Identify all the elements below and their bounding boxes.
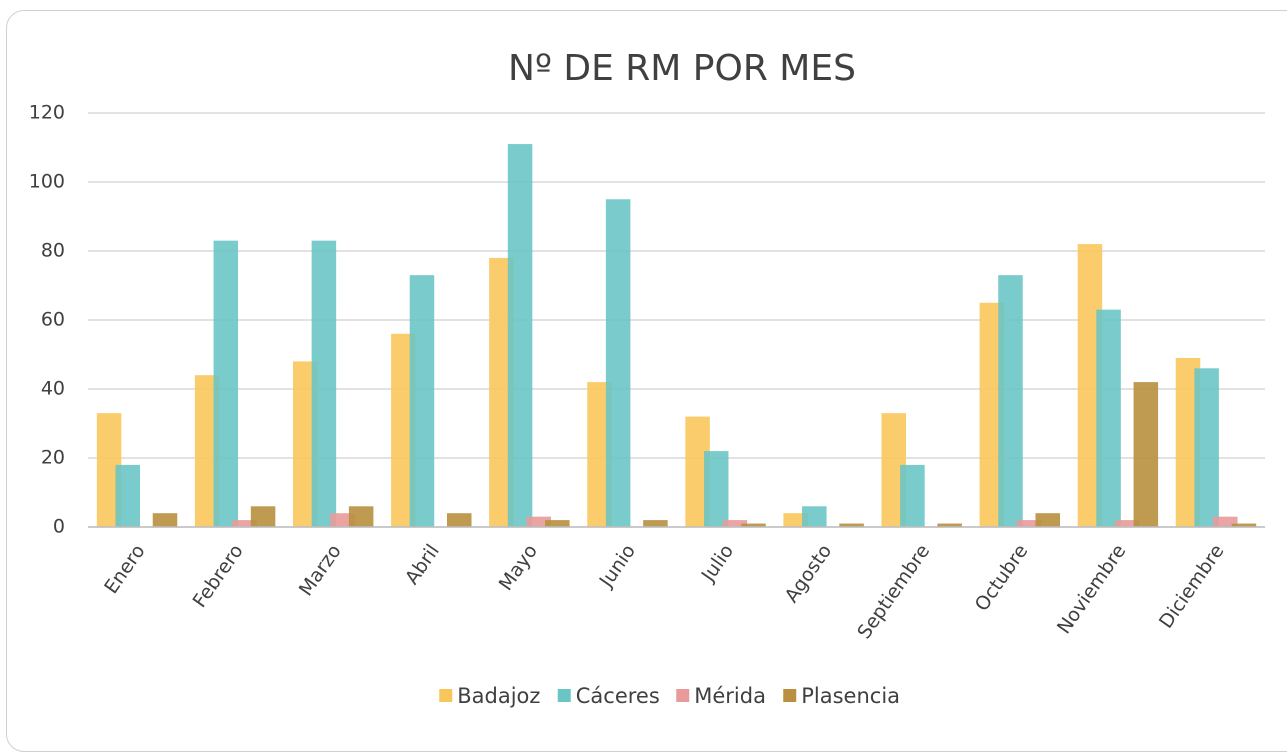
- bar: [526, 516, 551, 527]
- x-tick-label: Diciembre: [1155, 540, 1229, 632]
- legend-swatch: [557, 689, 571, 702]
- x-tick-label: Octubre: [971, 540, 1033, 615]
- x-tick-label: Julio: [697, 540, 738, 586]
- bar: [839, 523, 864, 527]
- bar: [446, 513, 472, 527]
- bar: [1114, 520, 1140, 527]
- x-tick-label: Mayo: [495, 540, 542, 594]
- bar: [900, 464, 925, 527]
- bar: [330, 513, 355, 527]
- bar: [115, 464, 140, 527]
- bar: [741, 523, 766, 527]
- bar: [783, 513, 808, 527]
- bar: [545, 520, 570, 527]
- legend-label: Badajoz: [457, 684, 540, 708]
- bar: [1213, 516, 1238, 527]
- y-tick-label: 20: [41, 447, 65, 469]
- x-tick-label: Agosto: [781, 540, 837, 606]
- y-tick-label: 100: [29, 171, 65, 193]
- legend-swatch: [676, 689, 690, 702]
- legend-label: Cáceres: [576, 684, 660, 708]
- bar: [1133, 382, 1159, 527]
- x-tick-label: Noviembre: [1053, 540, 1131, 638]
- bar: [1231, 523, 1257, 527]
- bar: [250, 506, 276, 527]
- bar: [1194, 368, 1219, 527]
- bar: [232, 520, 257, 527]
- x-tick-label: Septiembre: [853, 540, 934, 643]
- bar: [409, 275, 435, 527]
- chart: Nº DE RM POR MES 0 20 40 60 80 100 120 Enero Feb…: [29, 48, 1265, 708]
- x-tick-label: Enero: [100, 540, 149, 597]
- bar: [311, 240, 337, 527]
- y-tick-label: 120: [29, 102, 65, 124]
- y-tick-label: 60: [41, 309, 65, 331]
- bar: [998, 275, 1023, 527]
- bar: [802, 506, 827, 527]
- bar: [1035, 513, 1061, 527]
- y-tick-label: 80: [41, 240, 65, 262]
- bar: [703, 451, 729, 527]
- bar: [348, 506, 374, 527]
- y-tick-label: 40: [41, 378, 65, 400]
- x-tick-label: Junio: [595, 540, 640, 592]
- bar: [1016, 520, 1042, 527]
- bar: [643, 520, 668, 527]
- bar: [1096, 309, 1121, 527]
- x-tick-label: Abril: [401, 540, 444, 588]
- legend-label: Plasencia: [801, 684, 900, 708]
- y-tick-label: 0: [53, 516, 65, 538]
- page: {"chart_data": {"type": "bar", "title": …: [6, 10, 1287, 752]
- bar: [722, 520, 748, 527]
- legend-swatch: [783, 689, 797, 702]
- bar: [605, 199, 631, 527]
- legend-swatch: [439, 689, 453, 702]
- legend-label: Mérida: [694, 684, 766, 708]
- x-tick-label: Marzo: [295, 540, 346, 600]
- chart-title: Nº DE RM POR MES: [508, 48, 856, 89]
- bar: [937, 523, 962, 527]
- bar: [507, 144, 533, 528]
- bar: [213, 240, 239, 527]
- x-tick-label: Febrero: [189, 540, 248, 611]
- bar: [152, 513, 178, 527]
